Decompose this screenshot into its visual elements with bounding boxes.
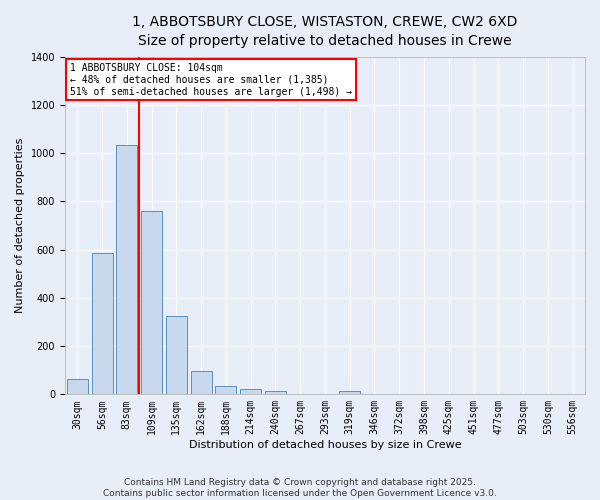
Bar [141,211,162,394]
Bar [191,372,212,394]
Bar [116,144,137,394]
Bar [166,316,187,394]
Bar [67,378,88,394]
Bar [215,386,236,394]
Bar [240,389,261,394]
X-axis label: Distribution of detached houses by size in Crewe: Distribution of detached houses by size … [188,440,461,450]
Text: Contains HM Land Registry data © Crown copyright and database right 2025.
Contai: Contains HM Land Registry data © Crown c… [103,478,497,498]
Text: 1 ABBOTSBURY CLOSE: 104sqm
← 48% of detached houses are smaller (1,385)
51% of s: 1 ABBOTSBURY CLOSE: 104sqm ← 48% of deta… [70,64,352,96]
Title: 1, ABBOTSBURY CLOSE, WISTASTON, CREWE, CW2 6XD
Size of property relative to deta: 1, ABBOTSBURY CLOSE, WISTASTON, CREWE, C… [132,15,518,48]
Bar [92,253,113,394]
Bar [339,392,360,394]
Bar [265,392,286,394]
Y-axis label: Number of detached properties: Number of detached properties [15,138,25,313]
